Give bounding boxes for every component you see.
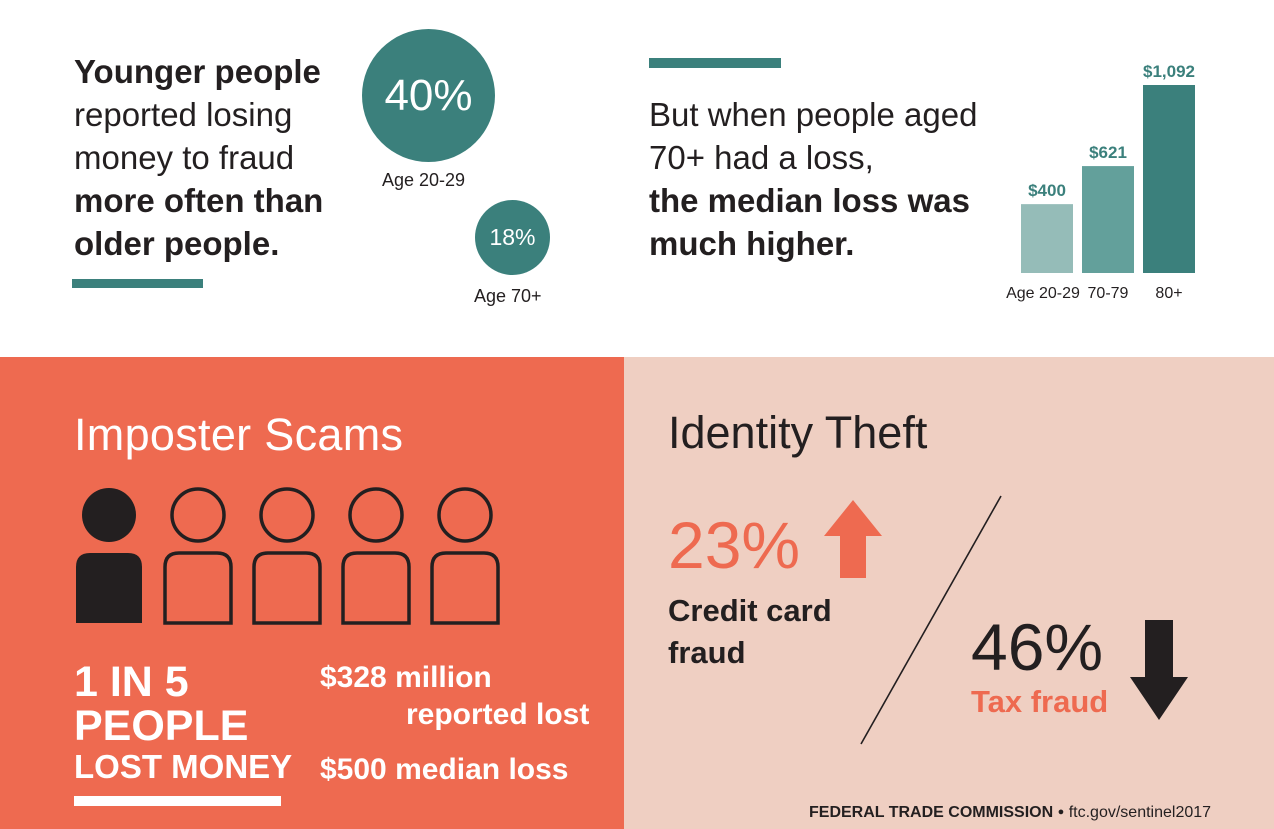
footer-url[interactable]: ftc.gov/sentinel2017 <box>1068 804 1212 821</box>
median-loss-bar-chart: $400 Age 20-29 $621 70-79 $1,092 80+ <box>990 55 1220 315</box>
median-text-bold: the median loss was much higher. <box>649 182 970 262</box>
person-outline-icon <box>163 487 233 625</box>
bar-value-label-1: $621 <box>1089 143 1127 162</box>
imposter-scams-panel: Imposter Scams 1 IN 5 PEOPLE LOST MONEY … <box>0 357 624 829</box>
median-divider <box>649 58 781 68</box>
bubble-label-young: Age 20-29 <box>382 170 466 190</box>
reported-lost-label: reported lost <box>406 698 590 731</box>
heading-bold-2: more often than older people. <box>74 182 324 262</box>
bar-1 <box>1082 166 1134 273</box>
diagonal-divider <box>860 495 1002 745</box>
down-arrow-icon <box>1130 620 1188 720</box>
credit-card-label-line1: Credit card <box>668 593 832 628</box>
bubble-label-old: Age 70+ <box>474 286 542 306</box>
heading-regular: reported losing money to fraud <box>74 96 295 176</box>
age-20-29-bubble: 40% <box>362 29 495 162</box>
age-fraud-panel: Younger people reported losing money to … <box>0 0 1274 357</box>
tax-fraud-percent: 46% <box>971 610 1104 684</box>
median-text-regular: But when people aged 70+ had a loss, <box>649 96 978 176</box>
imposter-title: Imposter Scams <box>74 409 404 460</box>
heading-bold: Younger people <box>74 53 321 90</box>
bar-category-label-1: 70-79 <box>1088 285 1129 302</box>
person-outline-icon <box>252 487 322 625</box>
reported-lost-amount: $328 million <box>320 661 492 694</box>
person-outline-icon <box>341 487 411 625</box>
bubble-value-young: 40% <box>384 70 473 120</box>
credit-card-label: Credit card fraud <box>668 590 868 674</box>
tax-fraud-label: Tax fraud <box>971 684 1109 719</box>
up-arrow-icon <box>824 500 882 578</box>
younger-people-heading: Younger people reported losing money to … <box>74 50 364 265</box>
person-outline-icon <box>430 487 500 625</box>
bar-category-label-2: 80+ <box>1155 285 1182 302</box>
lost-money: LOST MONEY <box>74 748 293 785</box>
one-in-five-underline <box>74 796 281 806</box>
footer-separator: ● <box>1057 806 1065 818</box>
identity-theft-panel: Identity Theft 23% Credit card fraud 46%… <box>624 357 1274 829</box>
people-icons-row <box>75 485 515 630</box>
bar-chart-svg: $400 Age 20-29 $621 70-79 $1,092 80+ <box>1006 62 1195 302</box>
bar-category-label-0: Age 20-29 <box>1006 285 1080 302</box>
person-filled-icon <box>76 488 142 623</box>
identity-theft-title: Identity Theft <box>668 407 928 458</box>
bar-value-label-0: $400 <box>1028 181 1066 200</box>
footer-agency: FEDERAL TRADE COMMISSION <box>809 804 1054 821</box>
people-icons-svg <box>76 487 500 625</box>
bubble-value-old: 18% <box>489 224 536 250</box>
one-in-five: 1 IN 5 <box>74 658 189 706</box>
bar-value-label-2: $1,092 <box>1143 62 1195 81</box>
footer-credit: FEDERAL TRADE COMMISSION ● ftc.gov/senti… <box>809 804 1211 822</box>
median-loss-text: But when people aged 70+ had a loss, the… <box>649 93 979 265</box>
age-70-plus-bubble: 18% <box>475 200 550 275</box>
bar-0 <box>1021 204 1073 273</box>
credit-card-label-line2: fraud <box>668 635 746 670</box>
intro-divider <box>72 279 203 288</box>
one-in-five-stat: 1 IN 5 PEOPLE LOST MONEY <box>74 660 294 786</box>
people-word: PEOPLE <box>74 702 249 750</box>
median-loss-stat: $500 median loss <box>320 753 569 786</box>
credit-card-percent: 23% <box>668 508 801 582</box>
bar-2 <box>1143 85 1195 273</box>
